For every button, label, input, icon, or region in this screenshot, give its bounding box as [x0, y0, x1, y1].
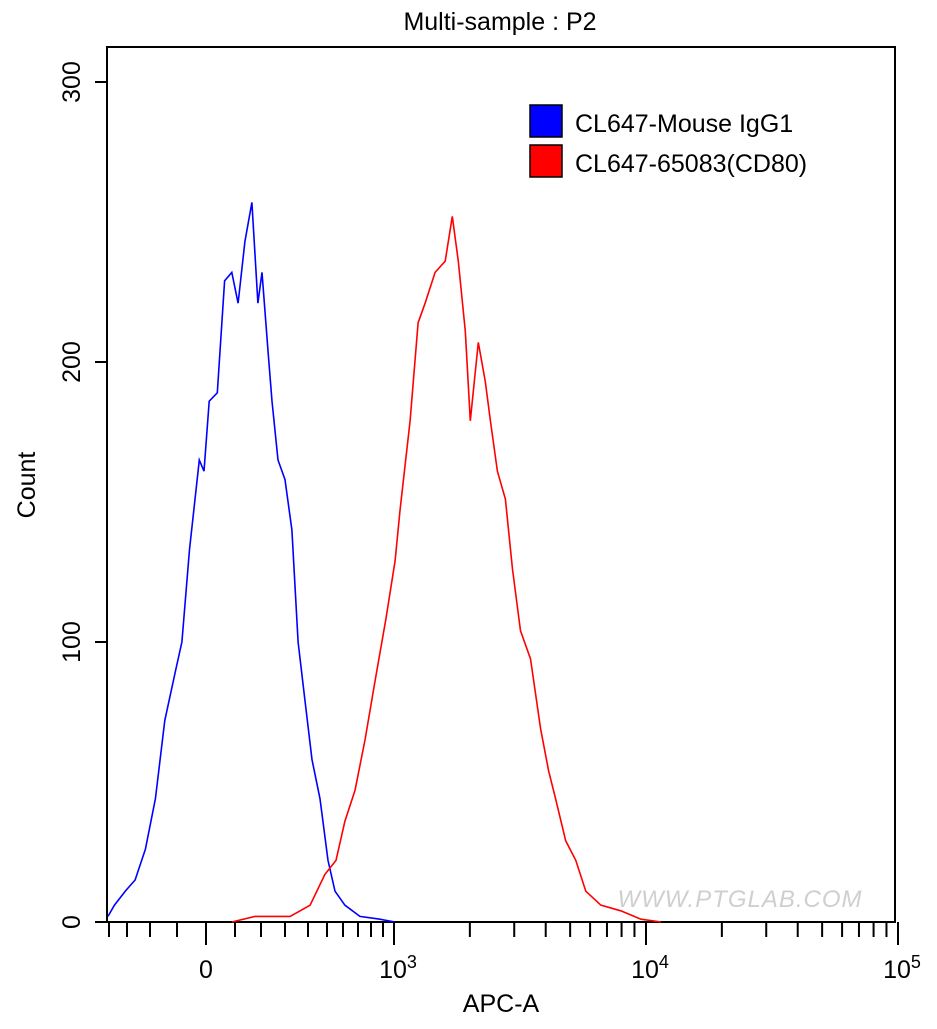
y-tick-label: 300 [58, 61, 86, 103]
x-tick-label: 104 [631, 952, 669, 984]
series-line-isotype [107, 202, 396, 923]
y-tick-label: 100 [58, 621, 86, 663]
y-tick-label: 0 [58, 915, 86, 929]
y-tick-label: 200 [58, 341, 86, 383]
x-tick-label: 105 [883, 952, 921, 984]
y-axis-label: Count [13, 452, 41, 519]
series-line-cd80 [231, 216, 662, 923]
watermark: WWW.PTGLAB.COM [617, 886, 862, 913]
legend-swatch-blue [529, 104, 563, 138]
plot-frame [106, 46, 896, 923]
legend: CL647-Mouse IgG1 CL647-65083(CD80) [529, 104, 807, 178]
legend-label: CL647-65083(CD80) [575, 150, 807, 178]
x-axis-label: APC-A [463, 990, 540, 1018]
x-tick-label: 103 [379, 952, 417, 984]
chart-title: Multi-sample : P2 [403, 8, 596, 36]
legend-swatch-red [529, 144, 563, 178]
legend-label: CL647-Mouse IgG1 [575, 110, 793, 138]
x-tick-label: 0 [199, 956, 213, 984]
